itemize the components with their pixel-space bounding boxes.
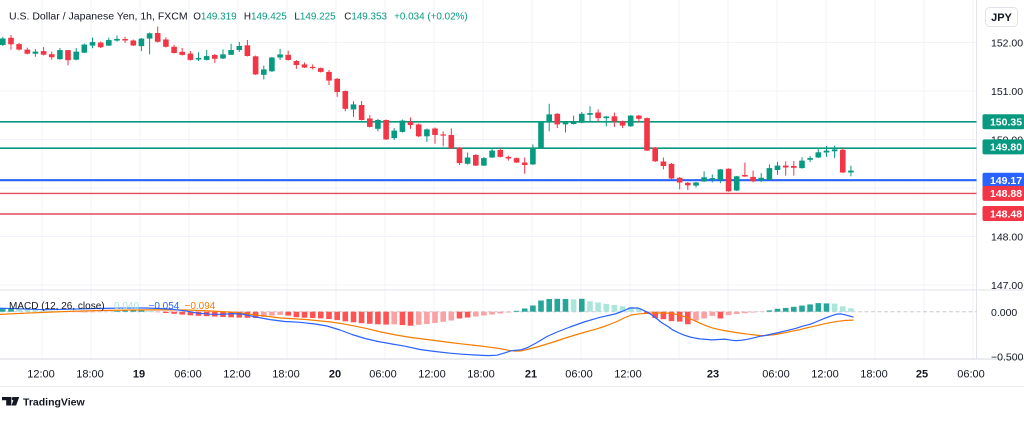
svg-text:18:00: 18:00	[272, 369, 300, 381]
svg-text:TradingView: TradingView	[23, 397, 85, 409]
svg-text:20: 20	[329, 369, 341, 381]
svg-text:−0.054: −0.054	[149, 301, 180, 312]
svg-text:18:00: 18:00	[860, 369, 888, 381]
svg-text:0.040: 0.040	[114, 301, 139, 312]
svg-text:06:00: 06:00	[957, 369, 985, 381]
svg-text:19: 19	[133, 369, 145, 381]
svg-text:12:00: 12:00	[418, 369, 446, 381]
svg-text:149.80: 149.80	[990, 142, 1022, 154]
svg-text:25: 25	[916, 369, 928, 381]
svg-text:148.00: 148.00	[991, 231, 1023, 243]
svg-text:18:00: 18:00	[76, 369, 104, 381]
svg-text:06:00: 06:00	[565, 369, 593, 381]
svg-text:06:00: 06:00	[174, 369, 202, 381]
svg-text:−0.500: −0.500	[991, 352, 1024, 364]
svg-text:148.88: 148.88	[990, 188, 1022, 200]
svg-text:H149.425: H149.425	[244, 11, 287, 22]
svg-text:21: 21	[525, 369, 537, 381]
svg-text:150.35: 150.35	[990, 117, 1022, 129]
svg-text:U.S. Dollar / Japanese Yen, 1h: U.S. Dollar / Japanese Yen, 1h, FXCM	[9, 10, 188, 22]
svg-text:−0.094: −0.094	[185, 301, 216, 312]
svg-text:23: 23	[707, 369, 719, 381]
svg-text:06:00: 06:00	[762, 369, 790, 381]
svg-text:151.00: 151.00	[991, 86, 1023, 98]
svg-text:JPY: JPY	[991, 12, 1012, 24]
svg-text:O149.319: O149.319	[193, 11, 237, 22]
svg-text:0.000: 0.000	[991, 307, 1017, 319]
svg-text:12:00: 12:00	[614, 369, 642, 381]
svg-text:152.00: 152.00	[991, 37, 1023, 49]
svg-text:MACD (12, 26, close): MACD (12, 26, close)	[9, 301, 105, 312]
svg-text:L149.225: L149.225	[294, 11, 336, 22]
svg-text:18:00: 18:00	[467, 369, 495, 381]
svg-text:148.48: 148.48	[990, 208, 1022, 220]
svg-text:C149.353: C149.353	[344, 11, 387, 22]
svg-text:12:00: 12:00	[27, 369, 55, 381]
svg-text:06:00: 06:00	[369, 369, 397, 381]
svg-text:+0.034 (+0.02%): +0.034 (+0.02%)	[394, 11, 468, 22]
svg-text:147.00: 147.00	[991, 280, 1023, 292]
svg-text:12:00: 12:00	[811, 369, 839, 381]
svg-text:149.17: 149.17	[990, 175, 1022, 187]
svg-text:12:00: 12:00	[223, 369, 251, 381]
